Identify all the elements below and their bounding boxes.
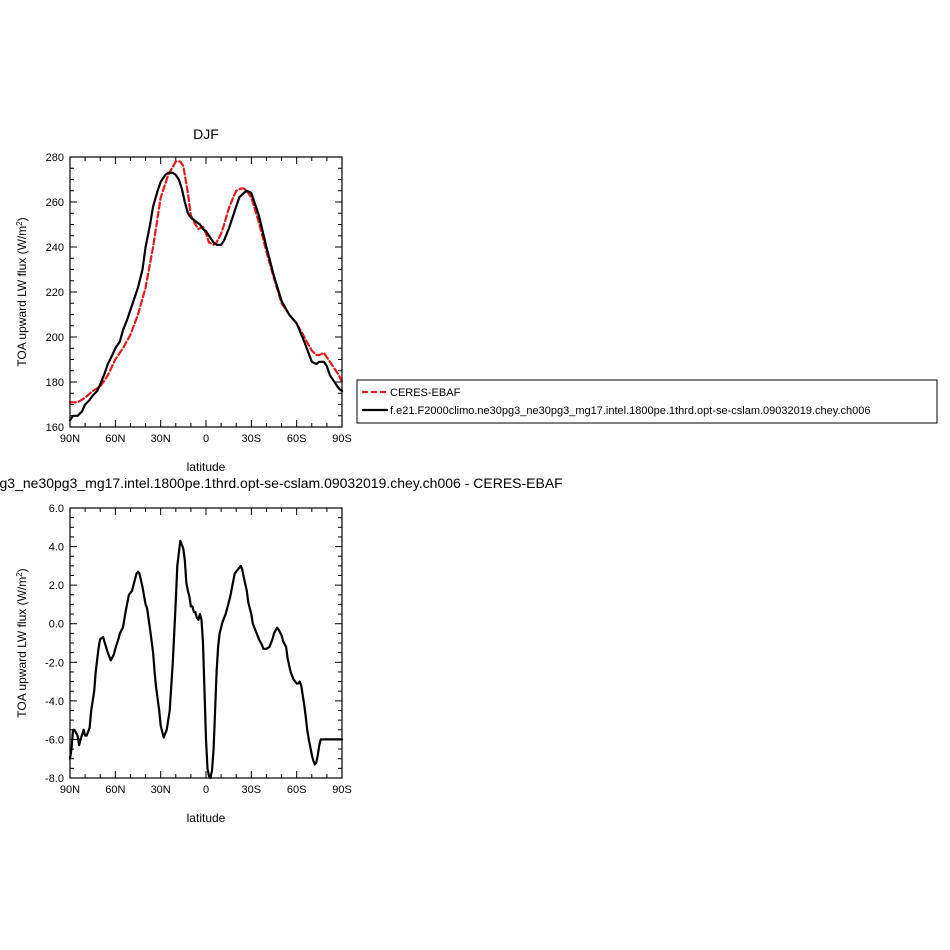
bottom-x-tick-label: 90S — [332, 784, 352, 796]
top-panel-ylabel-main: TOA upward LW flux (W/m — [15, 226, 29, 367]
top-y-tick-label: 240 — [46, 242, 64, 254]
bottom-y-tick-label: 2.0 — [49, 580, 64, 592]
bottom-y-tick-label: -4.0 — [45, 696, 64, 708]
top-y-tick-label: 180 — [46, 377, 64, 389]
bottom-x-tick-label: 30N — [151, 784, 171, 796]
legend-label-ceres: CERES-EBAF — [390, 387, 461, 399]
bottom-x-tick-label: 30S — [242, 784, 262, 796]
bottom-x-tick-label: 60S — [287, 784, 307, 796]
top-panel-series — [68, 160, 344, 422]
legend: CERES-EBAF f.e21.F2000climo.ne30pg3_ne30… — [356, 379, 938, 424]
bottom-y-tick-label: -8.0 — [45, 773, 64, 785]
top-x-tick-label: 0 — [203, 433, 209, 445]
bottom-panel-ylabel-close: ) — [15, 568, 29, 572]
top-panel-ylabel-sup: 2 — [15, 221, 24, 226]
bottom-series-line-0 — [68, 539, 344, 780]
top-y-tick-label: 220 — [46, 287, 64, 299]
bottom-x-tick-label: 0 — [203, 784, 209, 796]
top-y-tick-label: 280 — [46, 152, 64, 164]
top-panel-ylabel-close: ) — [15, 217, 29, 221]
top-panel: DJF 90N 60N 30N 0 30S 60S 90S 160 180 200 220 240 26… — [15, 126, 352, 474]
top-x-tick-label: 30S — [242, 433, 262, 445]
bottom-y-tick-label: -6.0 — [45, 734, 64, 746]
bottom-panel-xlabel: latitude — [187, 811, 226, 825]
top-panel-frame — [69, 156, 343, 428]
top-panel-xlabel: latitude — [187, 460, 226, 474]
legend-box — [356, 379, 938, 424]
bottom-panel-ylabel: TOA upward LW flux (W/m2) — [15, 568, 29, 717]
bottom-panel-title: f.e21.F2000climo.ne30pg3_ne30pg3_mg17.in… — [0, 475, 563, 491]
top-series-line-0 — [68, 160, 344, 404]
top-series-line-1 — [68, 171, 344, 422]
bottom-y-tick-label: 4.0 — [49, 542, 64, 554]
top-x-tick-label: 90S — [332, 433, 352, 445]
legend-label-model: f.e21.F2000climo.ne30pg3_ne30pg3_mg17.in… — [390, 405, 870, 417]
top-y-tick-label: 260 — [46, 197, 64, 209]
bottom-y-tick-label: 0.0 — [49, 619, 64, 631]
top-x-tick-label: 60N — [105, 433, 125, 445]
bottom-panel-ylabel-sup: 2 — [15, 572, 24, 577]
top-panel-ylabel: TOA upward LW flux (W/m2) — [15, 217, 29, 366]
bottom-panel: f.e21.F2000climo.ne30pg3_ne30pg3_mg17.in… — [0, 475, 563, 825]
top-panel-title: DJF — [193, 126, 219, 142]
top-y-tick-label: 160 — [46, 422, 64, 434]
bottom-y-tick-label: -2.0 — [45, 657, 64, 669]
bottom-panel-frame — [69, 507, 343, 779]
top-x-tick-label: 30N — [151, 433, 171, 445]
top-panel-ticks: 90N 60N 30N 0 30S 60S 90S 160 180 200 220 240 260 280 — [46, 152, 352, 445]
bottom-panel-series — [68, 539, 344, 780]
bottom-panel-ticks: 90N 60N 30N 0 30S 60S 90S -8.0 -6.0 -4.0 -2.0 0.0 2.… — [45, 503, 352, 796]
top-x-tick-label: 60S — [287, 433, 307, 445]
bottom-panel-ylabel-main: TOA upward LW flux (W/m — [15, 577, 29, 718]
bottom-x-tick-label: 60N — [105, 784, 125, 796]
bottom-x-tick-label: 90N — [60, 784, 80, 796]
top-x-tick-label: 90N — [60, 433, 80, 445]
top-y-tick-label: 200 — [46, 332, 64, 344]
bottom-y-tick-label: 6.0 — [49, 503, 64, 515]
